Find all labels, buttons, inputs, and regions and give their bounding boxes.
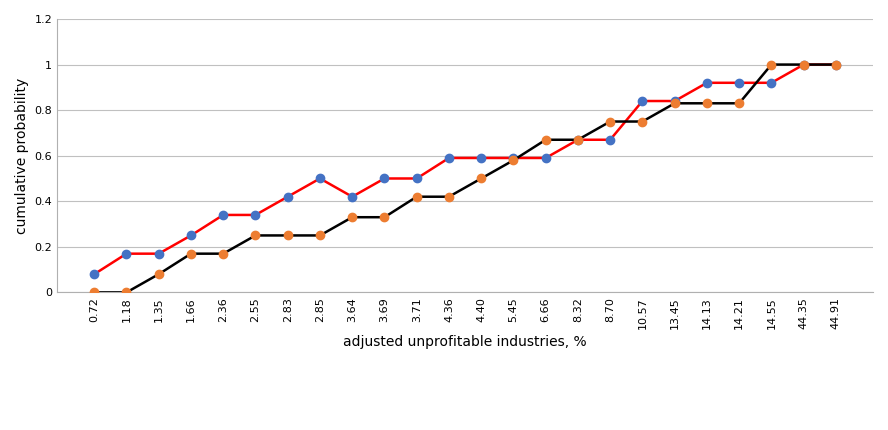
Ural federal district [186, 233, 196, 238]
Ural federal district [379, 176, 390, 181]
Ural federal district [411, 176, 422, 181]
Far Eastern federal District [121, 290, 131, 295]
Ural federal district [605, 137, 615, 142]
Ural federal district [121, 251, 131, 256]
Far Eastern federal District [411, 194, 422, 199]
Far Eastern federal District [282, 233, 293, 238]
Y-axis label: cumulative probability: cumulative probability [15, 77, 29, 234]
Ural federal district [218, 212, 228, 218]
Far Eastern federal District [733, 101, 744, 106]
Far Eastern federal District [154, 272, 164, 277]
Ural federal district [282, 194, 293, 199]
Ural federal district [733, 80, 744, 86]
Line: Far Eastern federal District: Far Eastern federal District [90, 60, 840, 297]
Ural federal district [476, 155, 487, 160]
Far Eastern federal District [702, 101, 712, 106]
Ural federal district [573, 137, 583, 142]
Ural federal district [508, 155, 519, 160]
Ural federal district [154, 251, 164, 256]
Ural federal district [830, 62, 841, 67]
Far Eastern federal District [830, 62, 841, 67]
Far Eastern federal District [218, 251, 228, 256]
Far Eastern federal District [186, 251, 196, 256]
Far Eastern federal District [347, 215, 358, 220]
Ural federal district [766, 80, 777, 86]
Far Eastern federal District [637, 119, 647, 124]
Far Eastern federal District [314, 233, 325, 238]
Far Eastern federal District [379, 215, 390, 220]
Ural federal district [541, 155, 551, 160]
Far Eastern federal District [541, 137, 551, 142]
Far Eastern federal District [670, 101, 680, 106]
X-axis label: adjusted unprofitable industries, %: adjusted unprofitable industries, % [344, 335, 587, 349]
Ural federal district [347, 194, 358, 199]
Far Eastern federal District [250, 233, 261, 238]
Ural federal district [798, 62, 809, 67]
Ural federal district [702, 80, 712, 86]
Far Eastern federal District [444, 194, 455, 199]
Far Eastern federal District [573, 137, 583, 142]
Ural federal district [89, 272, 99, 277]
Ural federal district [314, 176, 325, 181]
Far Eastern federal District [766, 62, 777, 67]
Far Eastern federal District [89, 290, 99, 295]
Ural federal district [250, 212, 261, 218]
Ural federal district [670, 98, 680, 104]
Ural federal district [444, 155, 455, 160]
Far Eastern federal District [798, 62, 809, 67]
Line: Ural federal district: Ural federal district [90, 60, 840, 278]
Far Eastern federal District [476, 176, 487, 181]
Far Eastern federal District [605, 119, 615, 124]
Ural federal district [637, 98, 647, 104]
Far Eastern federal District [508, 158, 519, 163]
